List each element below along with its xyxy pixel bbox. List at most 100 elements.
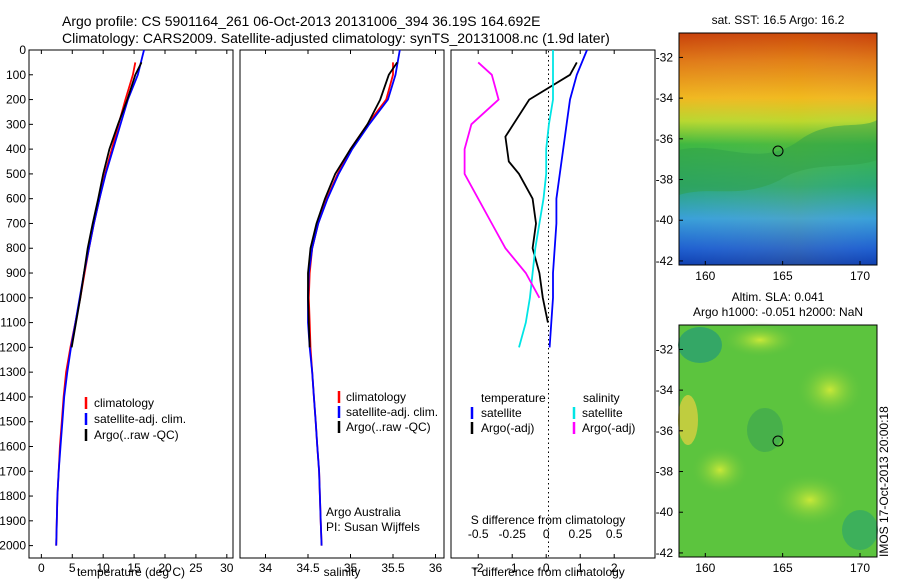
map-lat-label: -38: [656, 465, 674, 479]
sla-map-axes: -32 -34 -36 -38 -40 -42 160 165 170: [656, 342, 871, 575]
depth-tick-label: 300: [6, 117, 26, 131]
legend-head-salinity: salinity: [583, 391, 620, 405]
legend-t-satellite: satellite: [481, 406, 522, 420]
map-lat-label: -32: [656, 50, 674, 64]
legend-s-satellite: satellite: [582, 406, 623, 420]
s-tick-label: -0.25: [499, 527, 527, 541]
temperature-series: [55, 49, 145, 546]
salinity-legend: climatology satellite-adj. clim. Argo(..…: [337, 390, 438, 434]
difference-legend: temperature salinity satellite Argo(-adj…: [470, 391, 635, 435]
map-lon-label: 160: [695, 269, 715, 283]
sla-feature: [770, 472, 850, 528]
legend-s-argo: Argo(-adj): [582, 421, 635, 435]
legend-climatology: climatology: [346, 390, 406, 404]
depth-tick-label: 800: [6, 241, 26, 255]
depth-tick-label: 500: [6, 167, 26, 181]
sla-map: [678, 322, 878, 558]
temperature-legend: climatology satellite-adj. clim. Argo(..…: [84, 396, 186, 442]
depth-tick-label: 1900: [0, 514, 26, 528]
x-tick-label: 2: [611, 561, 618, 575]
temperature-x-axis: 0 5 10 15 20 25 30: [38, 50, 234, 575]
sst-map-title: sat. SST: 16.5 Argo: 16.2: [712, 13, 845, 27]
map-lat-label: -34: [656, 383, 674, 397]
sla-feature: [842, 510, 878, 550]
sla-feature: [678, 395, 698, 445]
difference-series: [463, 49, 588, 348]
x-tick-label: 35: [344, 561, 358, 575]
depth-tick-label: 0: [19, 43, 26, 57]
series-argo-raw-qc-: [70, 61, 143, 348]
sla-map-frame: [678, 324, 878, 558]
depth-tick-label: 1800: [0, 489, 26, 503]
sst-map-frame: [678, 32, 878, 266]
depth-tick-label: 700: [6, 216, 26, 230]
sla-map-title-1: Altim. SLA: 0.041: [732, 290, 825, 304]
x-tick-label: 10: [97, 561, 111, 575]
map-lat-label: -36: [656, 424, 674, 438]
depth-axis: 0 100 200 300 400 500 600 700 800 900 1000 1100 1200…: [0, 43, 33, 553]
s-tick-label: 0.25: [569, 527, 593, 541]
s-tick-label: 0: [543, 527, 550, 541]
map-lon-label: 170: [850, 269, 870, 283]
sla-feature: [678, 327, 722, 363]
map-lon-label: 165: [773, 561, 793, 575]
depth-tick-label: 900: [6, 266, 26, 280]
argo-location-marker: [772, 145, 784, 157]
legend-t-argo: Argo(-adj): [481, 421, 534, 435]
x-tick-label: -1: [507, 561, 518, 575]
depth-tick-label: 1700: [0, 464, 26, 478]
depth-tick-label: 1400: [0, 390, 26, 404]
legend-head-temperature: temperature: [481, 391, 546, 405]
credit-line-1: Argo Australia: [326, 505, 401, 519]
legend-satellite: satellite-adj. clim.: [94, 412, 186, 426]
depth-tick-label: 1100: [0, 316, 26, 330]
x-tick-label: 34.5: [296, 561, 320, 575]
x-tick-label: 36: [429, 561, 443, 575]
temperature-xlabel: temperature (deg C): [77, 565, 185, 579]
legend-satellite: satellite-adj. clim.: [346, 405, 438, 419]
x-tick-label: 15: [127, 561, 141, 575]
x-tick-label: 5: [69, 561, 76, 575]
difference-xlabel: T difference from climatology: [471, 565, 625, 579]
sla-feature: [690, 445, 750, 495]
depth-tick-label: 200: [6, 93, 26, 107]
sla-feature: [747, 408, 783, 452]
series-temperature-satellite: [548, 49, 588, 348]
depth-tick-label: 2000: [0, 539, 26, 553]
map-lat-label: -40: [656, 505, 674, 519]
salinity-series: [307, 49, 401, 546]
sst-map-axes: -32 -34 -36 -38 -40 -42 160 165 170: [656, 50, 871, 283]
salinity-x-axis: 34 34.5 35 35.5 36: [259, 50, 443, 575]
depth-tick-label: 100: [6, 68, 26, 82]
sla-map-title-2: Argo h1000: -0.051 h2000: NaN: [693, 305, 863, 319]
sla-feature: [795, 360, 865, 420]
difference-x-axis: -2 -1 0 1 2 -0.5 -0.25 0 0.25 0.5: [468, 50, 623, 575]
legend-argo: Argo(..raw -QC): [346, 420, 431, 434]
map-lon-label: 160: [695, 561, 715, 575]
sla-feature: [720, 322, 800, 358]
map-lon-label: 170: [850, 561, 870, 575]
depth-tick-label: 1600: [0, 439, 26, 453]
map-lat-label: -42: [656, 546, 674, 560]
difference-top-label: S difference from climatology: [471, 513, 626, 527]
depth-tick-label: 1500: [0, 415, 26, 429]
legend-argo: Argo(..raw -QC): [94, 428, 179, 442]
map-lat-label: -42: [656, 254, 674, 268]
temperature-panel-frame: [28, 49, 234, 559]
depth-tick-label: 1300: [0, 365, 26, 379]
header-line-2: Climatology: CARS2009. Satellite-adjuste…: [62, 30, 610, 46]
map-lat-label: -38: [656, 173, 674, 187]
x-tick-label: 20: [158, 561, 172, 575]
x-tick-label: 25: [189, 561, 203, 575]
x-tick-label: 34: [259, 561, 273, 575]
map-lat-label: -32: [656, 342, 674, 356]
header-line-1: Argo profile: CS 5901164_261 06-Oct-2013…: [62, 13, 540, 29]
map-lat-label: -34: [656, 91, 674, 105]
x-tick-label: 0: [38, 561, 45, 575]
series-temperature-argo-adj-: [504, 61, 578, 323]
sst-map: [678, 32, 878, 266]
x-tick-label: 0: [543, 561, 550, 575]
depth-tick-label: 400: [6, 142, 26, 156]
map-lat-label: -40: [656, 213, 674, 227]
side-timestamp: IMOS 17-Oct-2013 20:00:18: [877, 406, 891, 557]
